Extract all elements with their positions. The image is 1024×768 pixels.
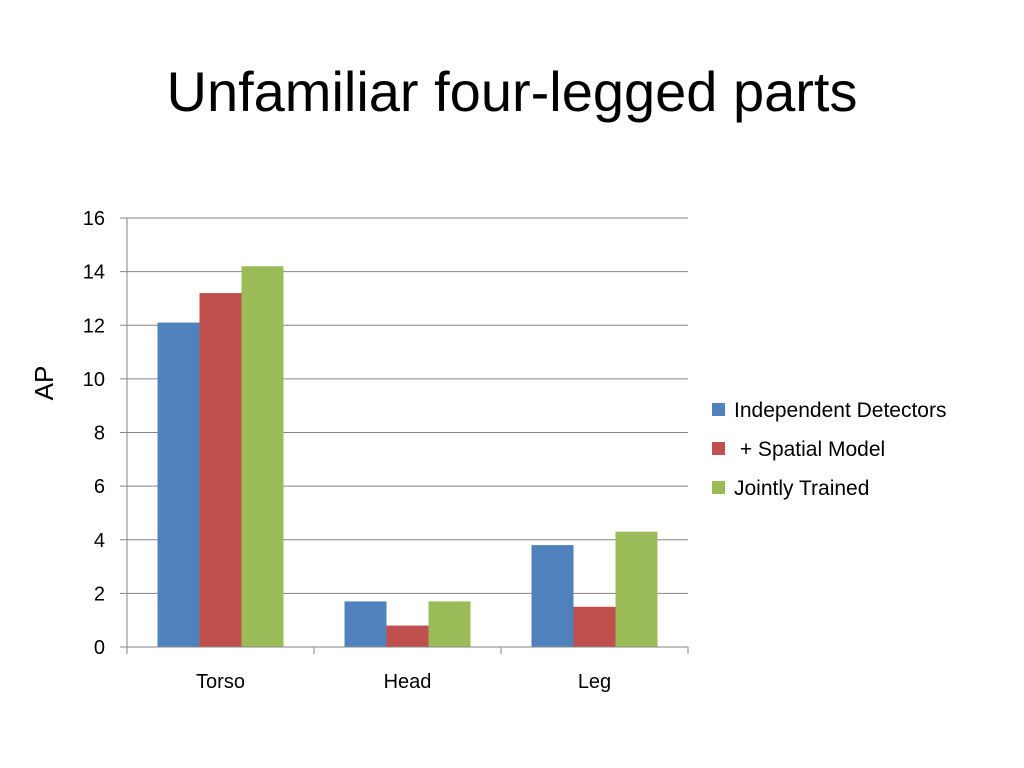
x-tick-label: Leg (578, 671, 611, 693)
y-tick-label: 8 (94, 423, 105, 445)
legend-label: Jointly Trained (734, 477, 869, 500)
x-tick-labels: Torso Head Leg (196, 671, 611, 693)
x-tick-label: Head (384, 671, 432, 693)
y-tick-label: 16 (83, 208, 105, 230)
bar-leg-series-0 (531, 545, 574, 647)
y-tick-label: 0 (94, 637, 105, 659)
bar-leg-series-1 (573, 606, 616, 647)
bar-torso-series-2 (241, 266, 284, 647)
legend-swatch (712, 481, 725, 494)
bar-head-series-1 (386, 625, 429, 647)
bar-torso-series-0 (157, 322, 200, 647)
axes (120, 217, 689, 654)
bar-head-series-2 (428, 601, 471, 647)
legend-label: + Spatial Model (734, 438, 885, 461)
bar-head-series-0 (344, 601, 387, 647)
y-tick-label: 4 (94, 530, 105, 552)
legend: Independent Detectors + Spatial Model Joi… (712, 399, 946, 500)
legend-label: Independent Detectors (734, 399, 946, 422)
y-tick-label: 14 (83, 262, 105, 284)
bars (157, 266, 658, 647)
legend-swatch (712, 403, 725, 416)
bar-torso-series-1 (199, 293, 242, 647)
y-tick-label: 6 (94, 476, 105, 498)
x-tick-label: Torso (196, 671, 245, 693)
y-tick-label: 2 (94, 583, 105, 605)
y-tick-label: 12 (83, 315, 105, 337)
y-axis-label: AP (29, 366, 59, 401)
y-tick-labels: 0 2 4 6 8 10 12 14 16 (83, 208, 105, 659)
y-tick-label: 10 (83, 369, 105, 391)
slide-title: Unfamiliar four-legged parts (166, 60, 858, 123)
bar-leg-series-2 (615, 531, 658, 647)
legend-swatch (712, 442, 725, 455)
